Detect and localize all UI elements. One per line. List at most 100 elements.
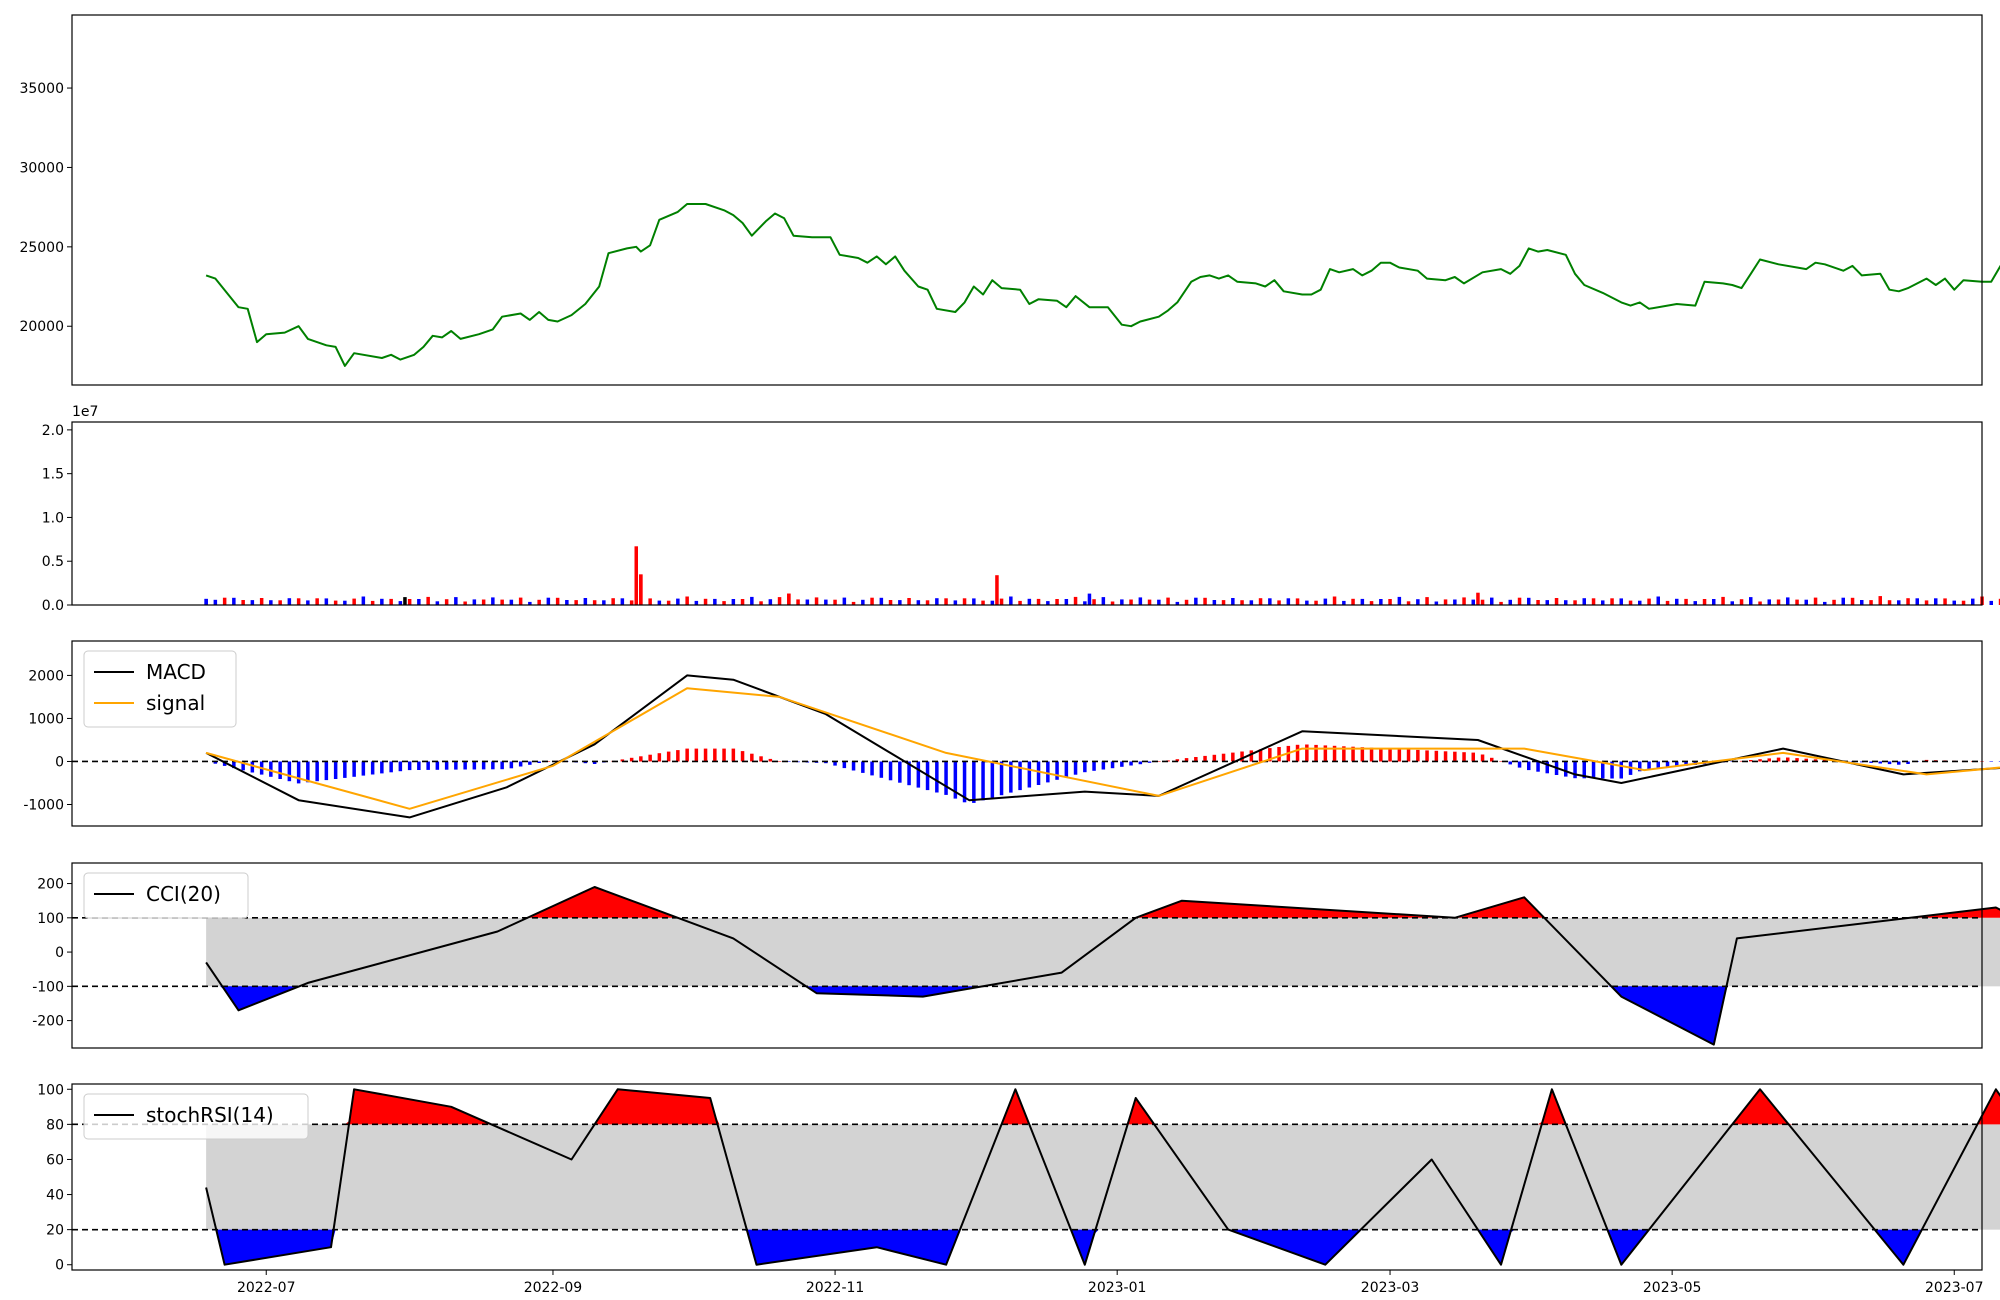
histogram-bar: [1813, 759, 1818, 762]
histogram-bar: [1314, 744, 1318, 762]
volume-bar: [1878, 596, 1882, 605]
histogram-bar: [1647, 761, 1651, 770]
histogram-bar: [685, 748, 689, 762]
volume-bar: [444, 599, 449, 605]
volume-bar: [1092, 599, 1096, 605]
histogram-bar: [1388, 748, 1392, 762]
volume-bar: [407, 599, 412, 605]
histogram-bar: [1610, 761, 1614, 779]
histogram-bar: [1545, 761, 1549, 774]
histogram-bar: [1240, 751, 1244, 762]
volume-bar: [1369, 601, 1374, 605]
histogram-bar: [1212, 754, 1217, 762]
volume-bar: [1332, 596, 1337, 605]
volume-bar: [1906, 598, 1910, 605]
y-tick-label: 30000: [19, 160, 64, 176]
histogram-bar: [324, 761, 329, 781]
histogram-bar: [1527, 761, 1531, 771]
histogram-bar: [953, 761, 958, 799]
histogram-bar: [232, 761, 236, 769]
volume-bar: [629, 600, 634, 605]
volume-bar: [1961, 600, 1966, 605]
histogram-bar: [1323, 745, 1328, 762]
histogram-bar: [657, 753, 662, 762]
volume-bar: [306, 600, 310, 605]
volume-bar: [380, 598, 384, 605]
volume-bar: [1231, 598, 1235, 605]
y-tick-label: 0: [55, 945, 64, 961]
histogram-bar: [1129, 761, 1133, 766]
volume-bar: [759, 601, 763, 605]
histogram-bar: [1018, 761, 1022, 791]
volume-bar: [1527, 597, 1531, 605]
histogram-bar: [833, 761, 837, 766]
y-tick-label: 20: [46, 1223, 64, 1239]
volume-bar: [1813, 597, 1818, 605]
histogram-bar: [528, 761, 532, 765]
y-tick-label: -100: [32, 979, 64, 995]
histogram-bar: [1462, 752, 1466, 762]
volume-bar: [666, 600, 671, 605]
volume-bar: [250, 600, 255, 605]
volume-bar: [1841, 597, 1845, 605]
histogram-bar: [999, 761, 1004, 796]
volume-bar: [1249, 600, 1254, 605]
volume-bar: [1138, 597, 1143, 605]
volume-bar: [1823, 601, 1827, 605]
histogram-bar: [1046, 761, 1050, 783]
volume-bar: [1157, 599, 1161, 605]
histogram-bar: [759, 756, 763, 762]
histogram-bar: [962, 761, 967, 803]
volume-bar: [333, 600, 338, 605]
y-tick-label: 60: [46, 1152, 64, 1168]
volume-bar: [787, 593, 791, 605]
histogram-bar: [1804, 758, 1808, 762]
volume-bar: [546, 597, 551, 605]
histogram-bar: [1767, 758, 1771, 762]
volume-bar: [1434, 601, 1439, 605]
histogram-bar: [1379, 748, 1383, 762]
volume-bar: [888, 600, 893, 605]
histogram-bar: [666, 751, 671, 762]
volume-bar: [1277, 600, 1281, 605]
volume-bar: [1693, 601, 1697, 605]
histogram-bar: [1573, 761, 1577, 779]
histogram-bar: [851, 761, 856, 771]
histogram-bar: [1203, 755, 1207, 762]
x-tick-label: 2022-11: [806, 1280, 865, 1296]
histogram-bar: [1656, 761, 1660, 769]
volume-bar: [1194, 597, 1198, 605]
histogram-bar: [1795, 758, 1799, 762]
volume-bar: [1342, 600, 1346, 605]
axes-frame: [71, 421, 1983, 606]
volume-bar: [1998, 598, 2000, 605]
volume-bar: [1702, 599, 1707, 605]
y-tick-label: 1.5: [42, 467, 64, 483]
volume-bar: [537, 599, 541, 605]
neutral-band: [206, 1124, 2000, 1230]
histogram-bar: [1536, 761, 1540, 772]
histogram-bar: [713, 748, 717, 762]
macd-line: [205, 674, 2000, 819]
histogram-bar: [1221, 753, 1226, 762]
neutral-band: [206, 917, 2000, 987]
volume-bar: [1712, 599, 1716, 605]
y-tick-label: 20000: [19, 319, 64, 335]
volume-bar: [1684, 598, 1688, 605]
volume-bar: [1221, 600, 1226, 605]
histogram-bar: [546, 761, 551, 762]
volume-bar: [995, 575, 999, 605]
volume-bar: [1101, 597, 1106, 605]
histogram-bar: [1175, 759, 1180, 762]
volume-bar: [1323, 598, 1328, 605]
volume-bar: [472, 599, 477, 605]
volume-bar: [944, 598, 948, 605]
histogram-bar: [935, 761, 939, 793]
volume-bar: [1897, 600, 1901, 605]
histogram-bar: [1499, 761, 1503, 762]
volume-bar: [1147, 599, 1152, 605]
histogram-bar: [250, 761, 255, 773]
histogram-bar: [1147, 761, 1152, 763]
volume-bar: [953, 600, 958, 605]
histogram-bar: [1758, 759, 1762, 762]
